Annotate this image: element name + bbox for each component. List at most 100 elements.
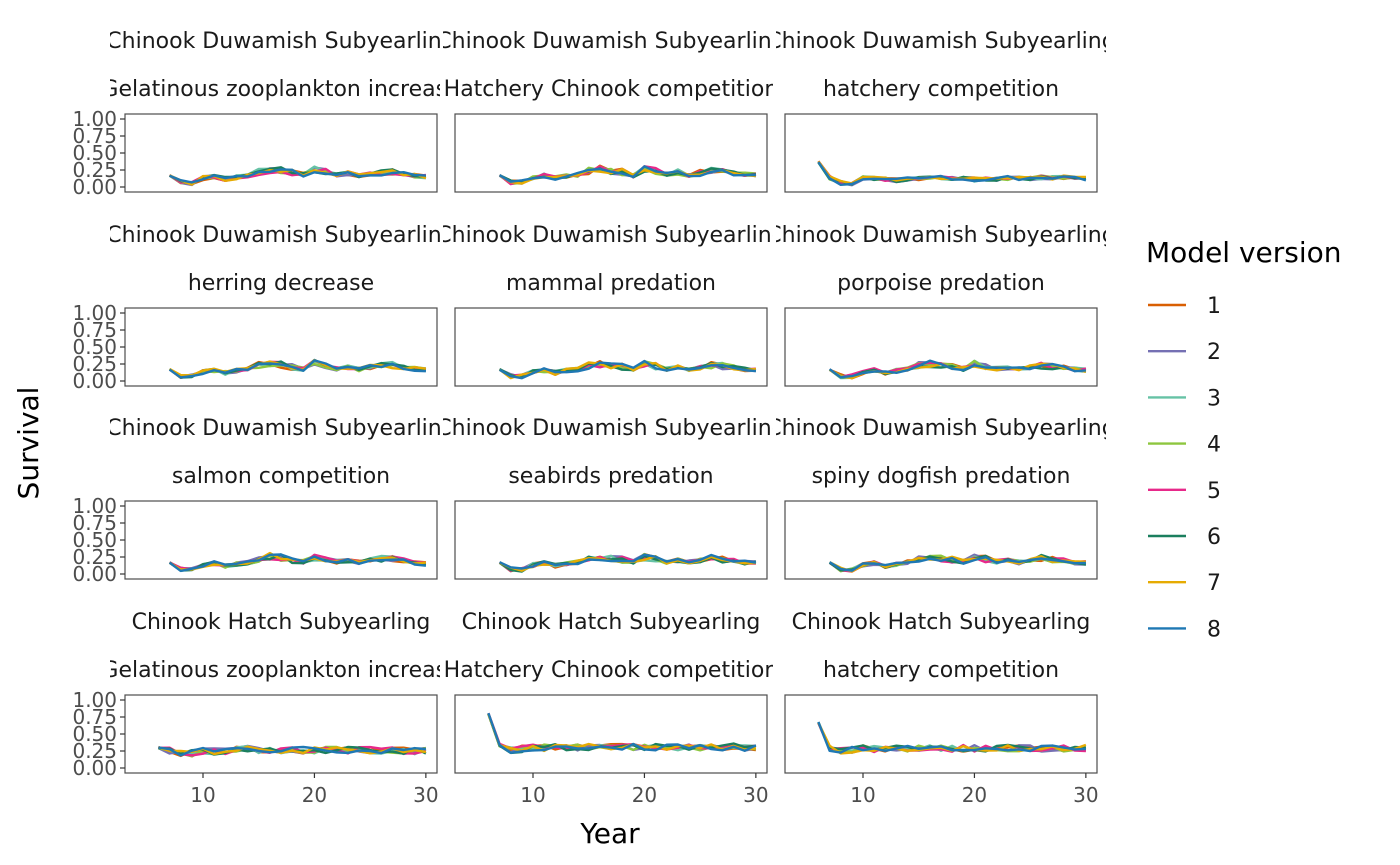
facet-panel: Chinook Hatch Subyearling Gelatinous zoop… [72, 610, 460, 807]
strip-label-species: Chinook Duwamish Subyearling [436, 223, 785, 248]
legend: 1 2 3 4 5 6 7 8 [1148, 294, 1221, 642]
facet-panel: Chinook Duwamish Subyearling herring decr… [72, 223, 455, 393]
facet-panel: Chinook Duwamish Subyearling salmon compe… [72, 416, 455, 586]
strip-label-scenario: spiny dogfish predation [812, 464, 1071, 489]
series-line-8 [169, 168, 426, 184]
panel-border [124, 113, 438, 193]
panel-border [784, 694, 1098, 774]
strip-label-scenario: Hatchery Chinook competition [444, 77, 779, 102]
panel-border [454, 500, 768, 580]
facet-panel: Chinook Duwamish Subyearling hatchery com… [766, 29, 1115, 193]
strip-label-scenario: hatchery competition [823, 658, 1059, 683]
x-tick-label: 20 [302, 783, 327, 807]
strip-label-scenario: seabirds predation [508, 464, 713, 489]
y-tick-label: 0.00 [72, 369, 117, 393]
y-tick-label: 0.50 [72, 335, 117, 359]
y-tick-label: 0.75 [72, 318, 117, 342]
strip-label-species: Chinook Duwamish Subyearling [766, 223, 1115, 248]
y-tick-label: 0.00 [72, 175, 117, 199]
y-tick-label: 0.50 [72, 722, 117, 746]
series-line-8 [168, 359, 426, 379]
series-line-8 [487, 712, 757, 754]
x-tick-label: 20 [962, 783, 987, 807]
panel-border [124, 500, 438, 580]
strip-label-species: Chinook Duwamish Subyearling [106, 29, 455, 54]
y-tick-label: 0.00 [72, 562, 117, 586]
x-tick-label: 10 [850, 783, 875, 807]
strip-label-species: Chinook Hatch Subyearling [792, 610, 1091, 635]
strip-label-species: Chinook Duwamish Subyearling [436, 29, 785, 54]
y-tick-label: 1.00 [72, 107, 117, 131]
strip-label-species: Chinook Duwamish Subyearling [436, 416, 785, 441]
strip-label-scenario: Gelatinous zooplankton increase [101, 77, 460, 102]
y-tick-label: 0.50 [72, 528, 117, 552]
facet-panel: Chinook Duwamish Subyearling seabirds pre… [436, 416, 785, 580]
series-line-8 [817, 161, 1087, 187]
series-line-8 [499, 553, 757, 570]
panel-border [784, 307, 1098, 387]
legend-label-8: 8 [1207, 617, 1221, 642]
strip-label-species: Chinook Hatch Subyearling [132, 610, 431, 635]
panel-border [124, 694, 438, 774]
strip-label-scenario: mammal predation [506, 271, 716, 296]
strip-label-species: Chinook Duwamish Subyearling [766, 416, 1115, 441]
strip-label-scenario: herring decrease [188, 271, 374, 296]
y-tick-label: 0.75 [72, 511, 117, 535]
x-tick-label: 10 [190, 783, 215, 807]
x-tick-label: 30 [1073, 783, 1098, 807]
facet-panel: Chinook Duwamish Subyearling mammal preda… [436, 223, 785, 387]
facet-panel: Chinook Hatch Subyearling Hatchery Chinoo… [444, 610, 779, 807]
y-tick-label: 1.00 [72, 494, 117, 518]
series-line-8 [499, 359, 757, 380]
y-tick-label: 0.00 [72, 756, 117, 780]
facet-panels: Chinook Duwamish Subyearling Gelatinous z… [72, 29, 1115, 807]
panel-border [124, 307, 438, 387]
y-tick-label: 1.00 [72, 301, 117, 325]
series-line-8 [498, 165, 756, 183]
series-line-8 [158, 745, 426, 757]
strip-label-species: Chinook Duwamish Subyearling [766, 29, 1115, 54]
y-tick-label: 0.25 [72, 545, 117, 569]
facet-panel: Chinook Hatch Subyearling hatchery compet… [784, 610, 1099, 807]
y-tick-label: 0.50 [72, 141, 117, 165]
x-tick-label: 10 [520, 783, 545, 807]
legend-label-6: 6 [1207, 525, 1221, 550]
panel-border [454, 307, 768, 387]
series-line-8 [828, 359, 1086, 379]
y-tick-label: 0.25 [72, 352, 117, 376]
panel-border [454, 113, 768, 193]
panel-border [784, 500, 1098, 580]
series-line-8 [168, 553, 427, 573]
strip-label-species: Chinook Hatch Subyearling [462, 610, 761, 635]
y-tick-label: 0.75 [72, 705, 117, 729]
panel-border [454, 694, 768, 774]
x-axis-title: Year [579, 817, 640, 850]
strip-label-scenario: hatchery competition [823, 77, 1059, 102]
strip-label-scenario: Gelatinous zooplankton increase [101, 658, 460, 683]
legend-label-4: 4 [1207, 433, 1221, 458]
y-tick-label: 0.75 [72, 124, 117, 148]
series-line-8 [817, 721, 1086, 754]
y-tick-label: 1.00 [72, 688, 117, 712]
strip-label-species: Chinook Duwamish Subyearling [106, 416, 455, 441]
strip-label-scenario: Hatchery Chinook competition [444, 658, 779, 683]
legend-label-5: 5 [1207, 479, 1221, 504]
strip-label-species: Chinook Duwamish Subyearling [106, 223, 455, 248]
legend-label-1: 1 [1207, 294, 1221, 319]
x-tick-label: 30 [743, 783, 768, 807]
series-line-7 [487, 713, 757, 753]
facet-panel: Chinook Duwamish Subyearling spiny dogfis… [766, 416, 1115, 580]
legend-title: Model version [1146, 236, 1342, 269]
strip-label-scenario: porpoise predation [837, 271, 1045, 296]
facet-panel: Chinook Duwamish Subyearling porpoise pre… [766, 223, 1115, 387]
facet-panel: Chinook Duwamish Subyearling Gelatinous z… [72, 29, 460, 199]
x-tick-label: 30 [413, 783, 438, 807]
legend-label-2: 2 [1207, 340, 1221, 365]
x-tick-label: 20 [632, 783, 657, 807]
y-axis-title: Survival [12, 387, 45, 500]
strip-label-scenario: salmon competition [172, 464, 390, 489]
series-line-8 [828, 556, 1086, 572]
legend-label-3: 3 [1207, 386, 1221, 411]
facet-panel: Chinook Duwamish Subyearling Hatchery Chi… [436, 29, 785, 193]
